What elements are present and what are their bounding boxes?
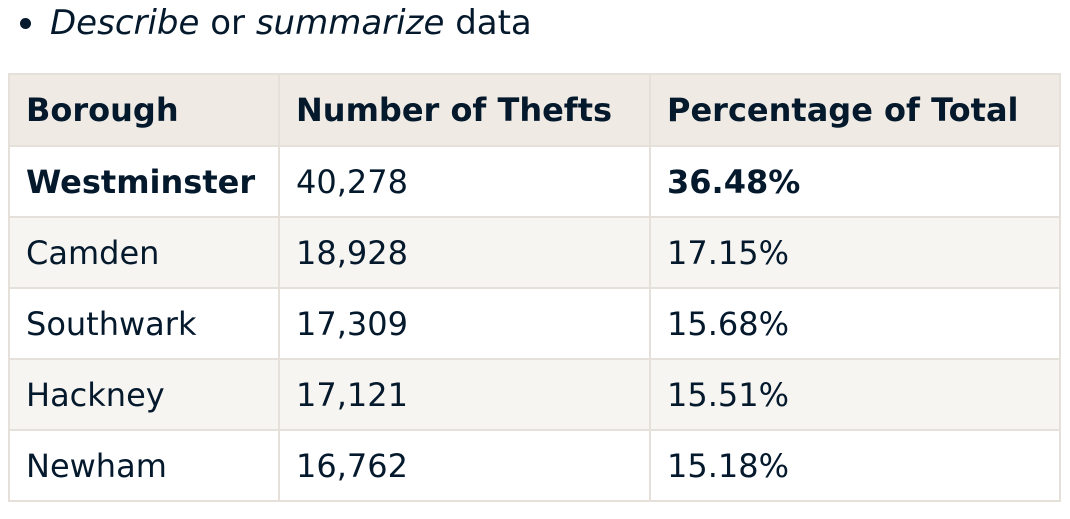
cell-thefts: 18,928: [278, 216, 651, 289]
bullet-item: Describe or summarize data: [20, 0, 532, 46]
cell-borough: Westminster: [8, 145, 280, 218]
header-number-of-thefts: Number of Thefts: [278, 73, 651, 147]
cell-percentage: 17.15%: [649, 216, 1061, 289]
header-borough: Borough: [8, 73, 280, 147]
table-row: Camden 18,928 17.15%: [8, 216, 1061, 289]
cell-percentage: 36.48%: [649, 145, 1061, 218]
bullet-tail: data: [455, 3, 532, 43]
cell-borough: Hackney: [8, 358, 280, 431]
table-row: Hackney 17,121 15.51%: [8, 358, 1061, 431]
cell-thefts: 17,309: [278, 287, 651, 360]
cell-thefts: 40,278: [278, 145, 651, 218]
bullet-dot-icon: [20, 17, 31, 29]
bullet-connector: or: [210, 3, 246, 43]
table-header-row: Borough Number of Thefts Percentage of T…: [8, 73, 1061, 147]
table-row: Newham 16,762 15.18%: [8, 429, 1061, 502]
cell-percentage: 15.18%: [649, 429, 1061, 502]
cell-borough: Camden: [8, 216, 280, 289]
cell-thefts: 17,121: [278, 358, 651, 431]
cell-percentage: 15.68%: [649, 287, 1061, 360]
bullet-word-summarize: summarize: [255, 3, 445, 43]
table-row: Westminster 40,278 36.48%: [8, 145, 1061, 218]
cell-borough: Southwark: [8, 287, 280, 360]
cell-borough: Newham: [8, 429, 280, 502]
cell-thefts: 16,762: [278, 429, 651, 502]
thefts-table: Borough Number of Thefts Percentage of T…: [8, 73, 1061, 502]
header-percentage-of-total: Percentage of Total: [649, 73, 1061, 147]
table-row: Southwark 17,309 15.68%: [8, 287, 1061, 360]
bullet-word-describe: Describe: [50, 3, 200, 43]
cell-percentage: 15.51%: [649, 358, 1061, 431]
